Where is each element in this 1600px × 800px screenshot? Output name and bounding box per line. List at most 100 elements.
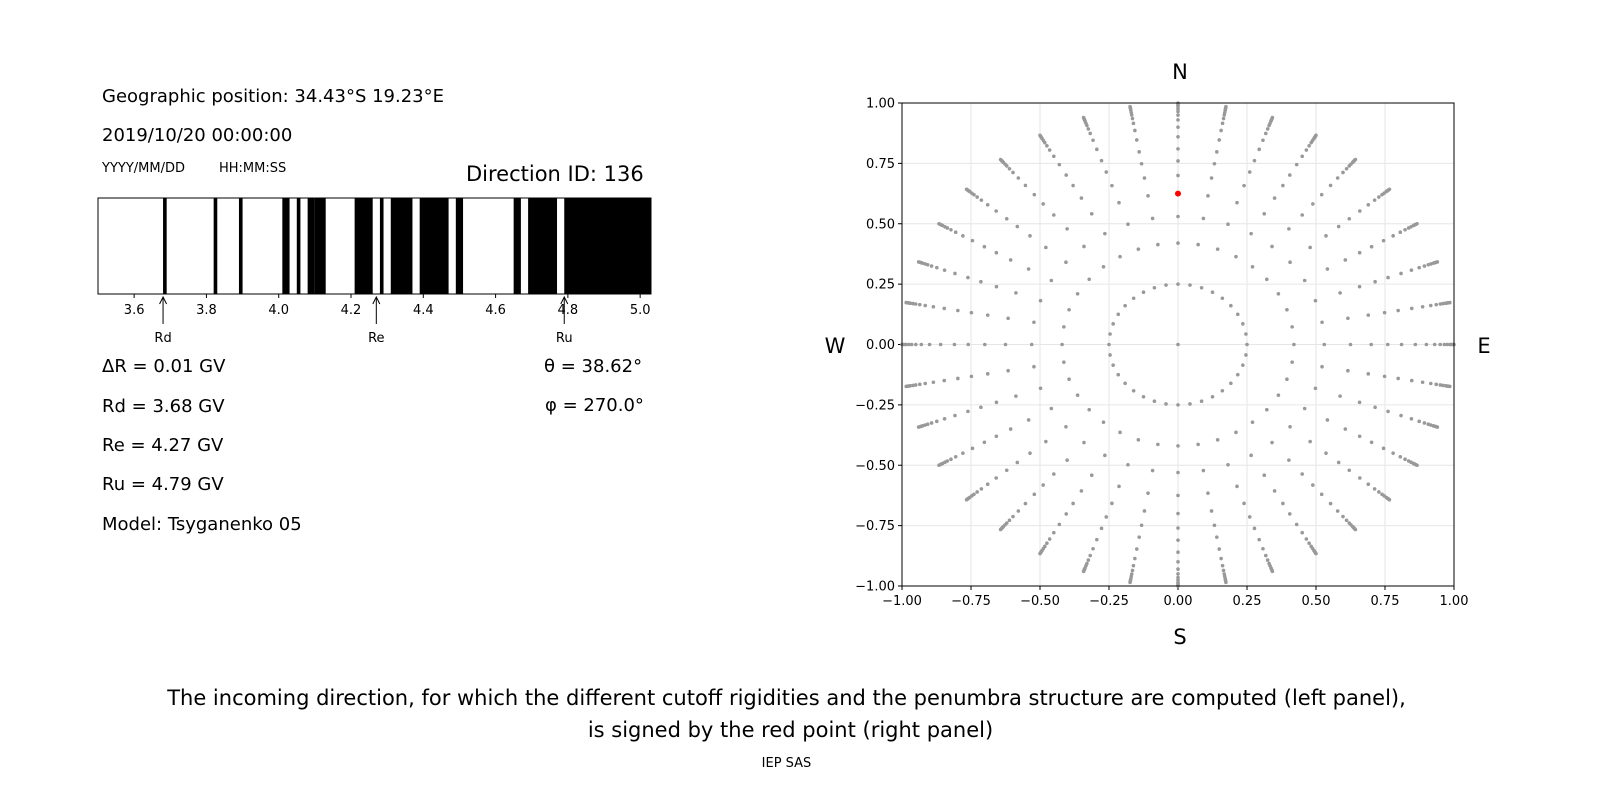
data-point (1083, 566, 1087, 570)
data-point (1117, 484, 1121, 489)
data-point (1442, 342, 1447, 347)
data-point (1032, 192, 1037, 197)
data-point (1006, 368, 1010, 373)
data-point (911, 301, 915, 306)
data-point (1261, 546, 1265, 551)
data-point (907, 342, 911, 347)
data-point (1234, 254, 1238, 259)
data-point (929, 421, 934, 425)
data-point (1057, 522, 1062, 527)
data-point (1352, 158, 1357, 163)
data-point (1084, 563, 1088, 568)
data-point (904, 384, 908, 389)
data-point (1403, 457, 1407, 462)
data-point (1176, 241, 1180, 245)
data-point (1176, 147, 1180, 151)
data-point (1414, 462, 1418, 467)
data-point (1434, 424, 1438, 429)
data-point (1101, 420, 1106, 424)
data-point (1366, 202, 1371, 207)
data-point (1176, 581, 1180, 586)
data-point (937, 221, 941, 226)
data-point (1314, 551, 1318, 556)
data-point (940, 461, 945, 466)
data-point (1300, 154, 1304, 159)
data-point (1176, 560, 1180, 564)
x-tick-label: −1.00 (882, 594, 922, 609)
data-point (1091, 138, 1095, 143)
data-point (1000, 159, 1005, 164)
data-point (1220, 388, 1225, 393)
data-point (1357, 434, 1362, 439)
data-point (1415, 463, 1419, 468)
data-point (1001, 160, 1006, 165)
data-point (923, 423, 927, 427)
data-point (1196, 242, 1200, 247)
data-point (1426, 422, 1431, 427)
data-point (1079, 489, 1084, 493)
data-point (1176, 102, 1180, 107)
data-point (1309, 140, 1313, 145)
data-point (1222, 113, 1227, 117)
data-point (1434, 260, 1438, 265)
data-point (1052, 213, 1056, 217)
data-point (927, 342, 932, 347)
data-point (965, 188, 970, 192)
data-point (1199, 399, 1204, 404)
data-point (1341, 514, 1345, 519)
compass-west: W (825, 334, 846, 358)
data-point (1434, 382, 1439, 387)
data-point (1215, 150, 1219, 154)
data-point (1026, 267, 1031, 271)
data-point (1347, 216, 1352, 221)
data-point (1206, 194, 1210, 198)
data-point (1176, 118, 1180, 122)
data-point (1391, 234, 1395, 238)
data-point (1267, 561, 1271, 566)
data-point (1382, 191, 1386, 195)
data-point (1015, 460, 1020, 465)
data-point (1032, 492, 1037, 497)
data-point (942, 306, 947, 311)
data-point (1386, 497, 1391, 501)
data-point (1041, 138, 1046, 143)
data-point (1357, 250, 1362, 255)
data-point (1431, 261, 1436, 265)
data-point (1082, 568, 1086, 573)
data-point (1116, 312, 1121, 317)
data-point (1366, 482, 1371, 487)
data-point (1287, 458, 1291, 462)
data-point (1276, 393, 1281, 398)
data-point (1065, 227, 1069, 231)
data-point (1426, 262, 1431, 267)
data-point (1176, 578, 1180, 582)
data-point (979, 405, 983, 410)
data-point (1308, 245, 1312, 250)
data-point (1431, 424, 1436, 428)
data-point (952, 342, 957, 347)
data-point (1409, 417, 1414, 421)
data-point (1377, 490, 1381, 494)
data-point (1443, 301, 1448, 305)
data-point (1085, 561, 1089, 566)
data-point (961, 234, 965, 238)
data-point (1064, 424, 1068, 429)
data-point (1176, 575, 1180, 580)
data-point (1300, 472, 1304, 476)
data-point (1249, 231, 1253, 236)
rd-value: Rd = 3.68 GV (102, 396, 225, 417)
data-point (1176, 135, 1180, 139)
data-point (1139, 523, 1144, 528)
data-point (1083, 119, 1087, 123)
data-point (1067, 308, 1071, 312)
data-point (919, 424, 924, 429)
data-point (1004, 521, 1009, 525)
y-tick-label: −0.75 (855, 519, 895, 534)
data-point (1014, 291, 1018, 295)
geo-position: Geographic position: 34.43°S 19.23°E (102, 86, 445, 107)
data-point (1107, 342, 1111, 347)
data-point (1111, 363, 1115, 367)
data-point (1156, 442, 1160, 447)
data-point (964, 187, 969, 192)
data-point (1224, 104, 1228, 109)
